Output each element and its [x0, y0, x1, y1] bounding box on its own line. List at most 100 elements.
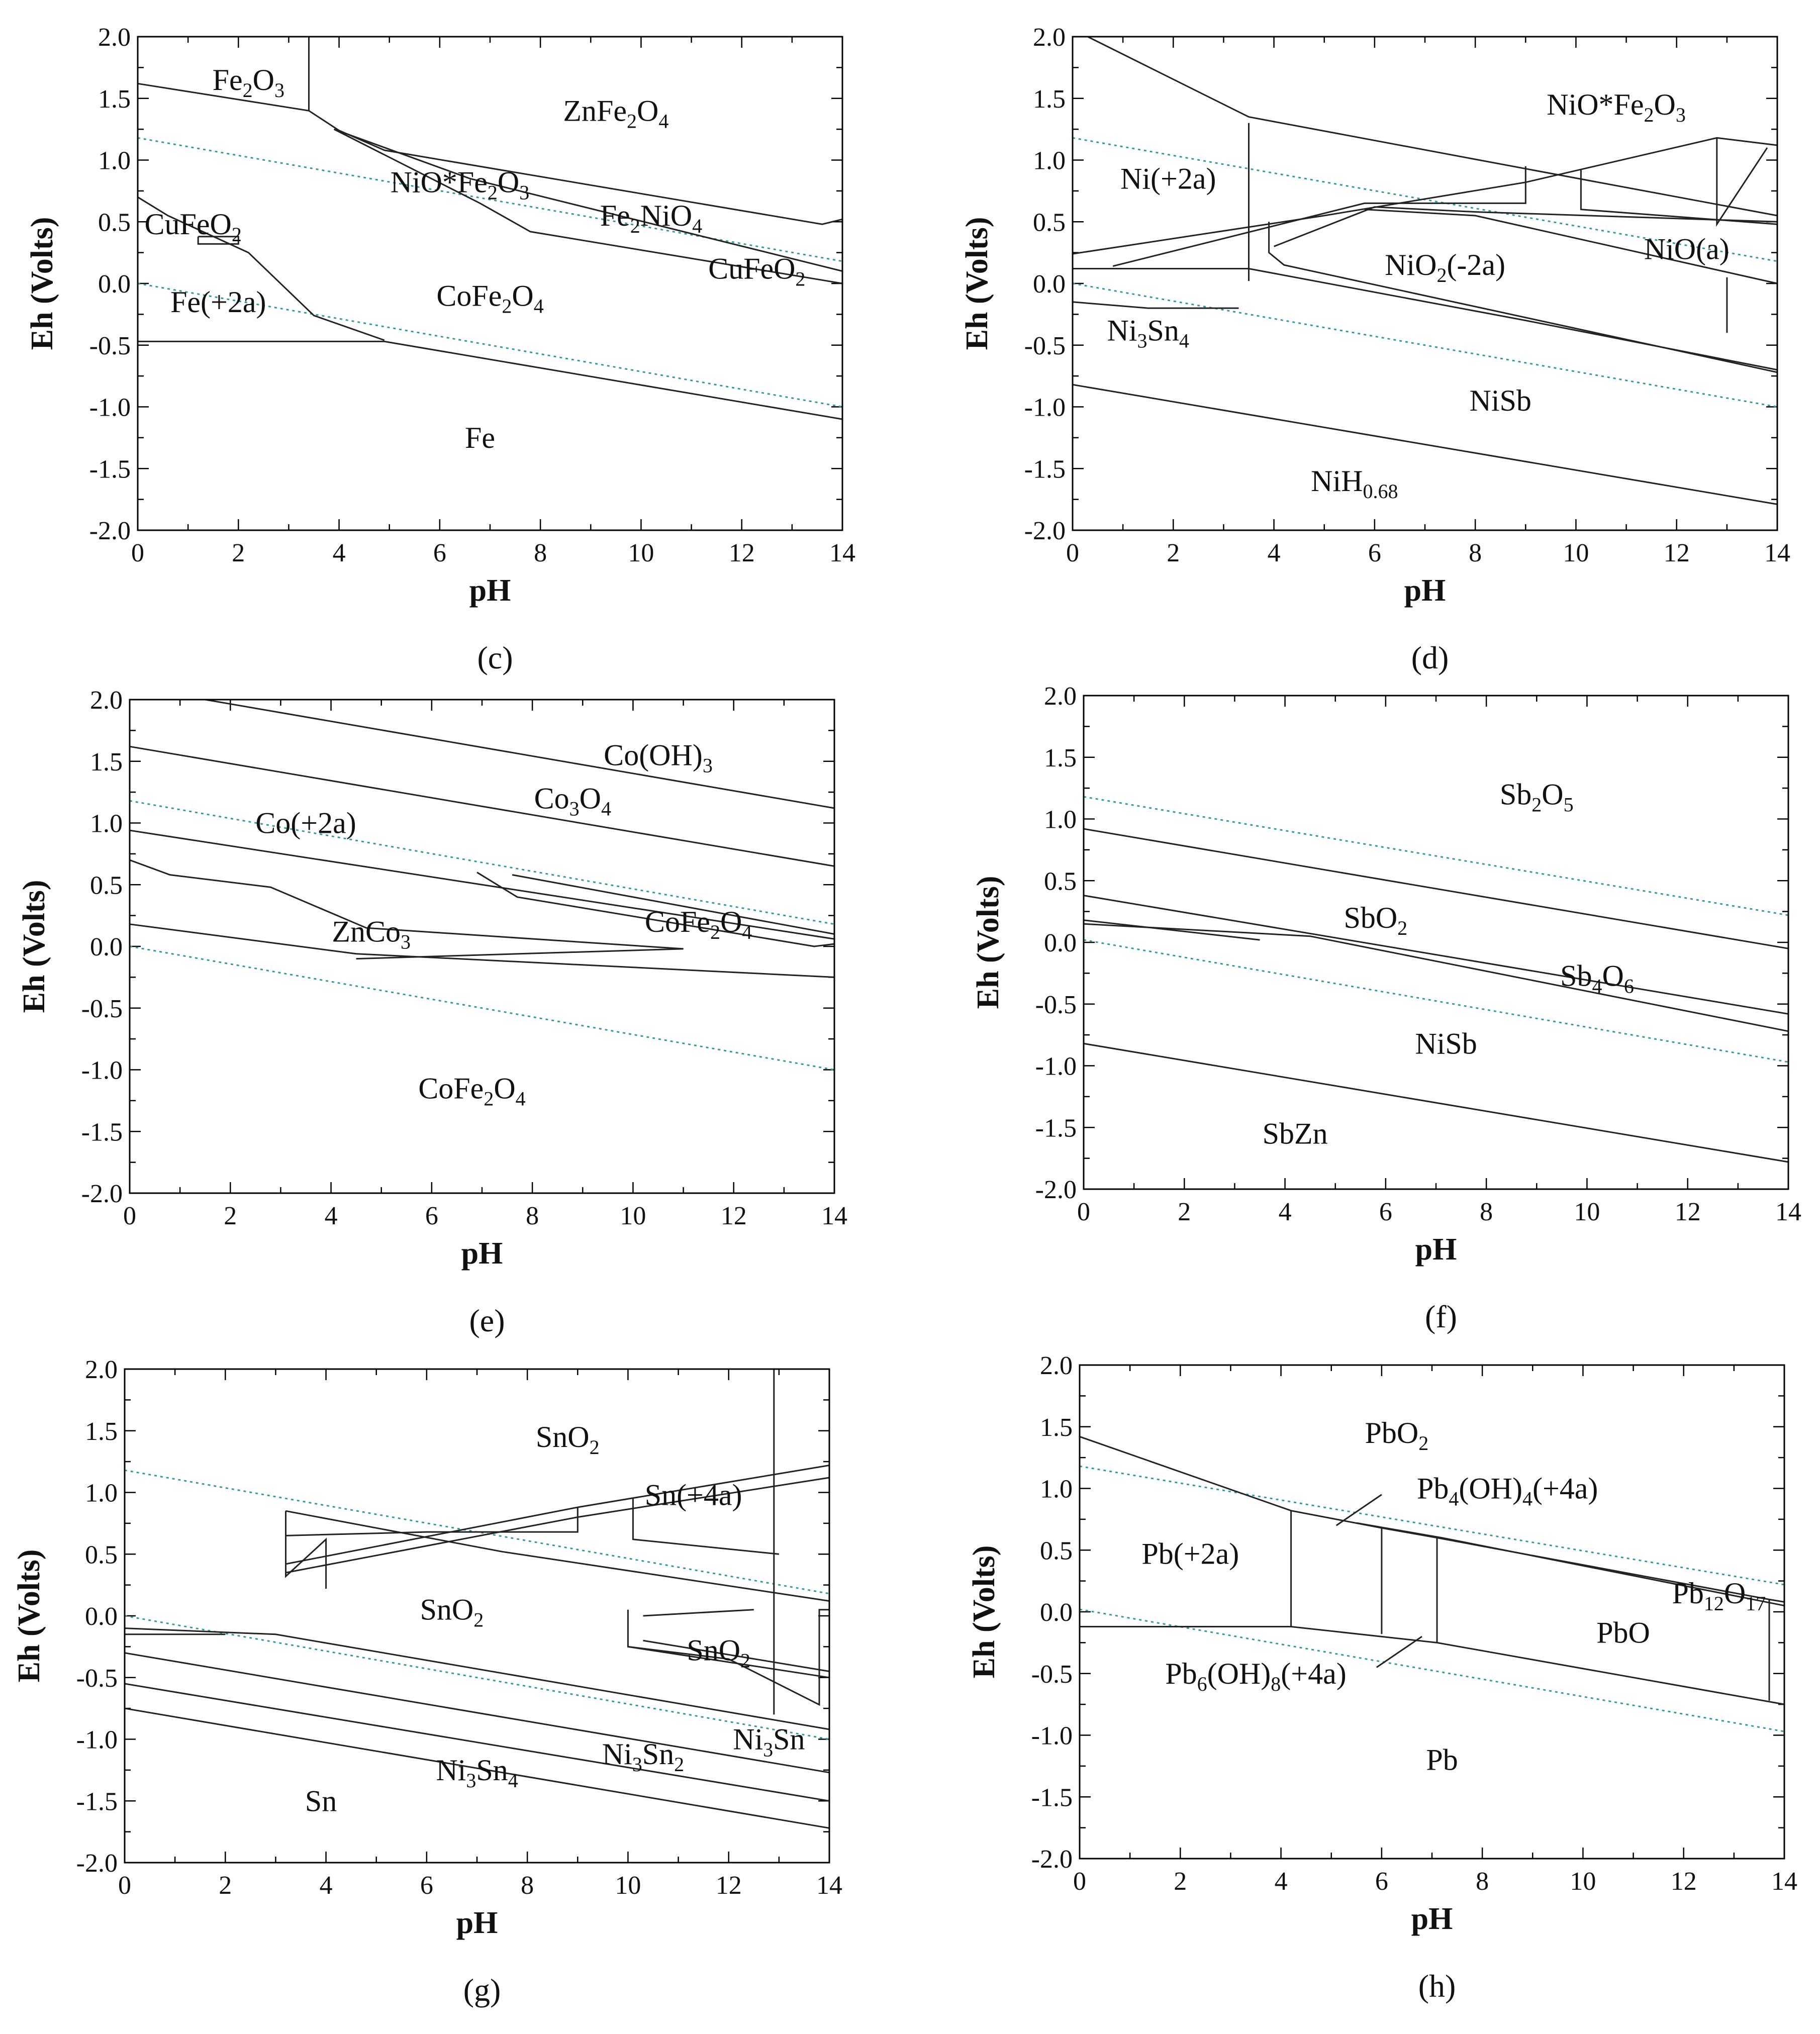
boundary-b15 — [124, 1707, 830, 1829]
label-part: Sn — [773, 1723, 805, 1756]
y-tick-label: 2.0 — [1040, 1351, 1073, 1380]
x-tick-label: 4 — [333, 539, 346, 567]
y-tick-label: 1.5 — [1040, 1413, 1073, 1442]
water-stability-line — [1079, 1608, 1785, 1732]
x-tick-label: 8 — [1476, 1867, 1489, 1896]
subscript: 3 — [763, 1738, 773, 1761]
boundary-b7 — [197, 236, 239, 245]
x-axis-title: pH — [456, 1906, 498, 1940]
x-axis-title: pH — [1404, 573, 1446, 608]
subscript: 4 — [1449, 1488, 1459, 1510]
y-tick-label: -0.5 — [1035, 991, 1077, 1019]
label-part: Fe — [213, 63, 243, 96]
water-stability-line — [129, 945, 835, 1071]
y-tick-label: 0.5 — [1033, 208, 1066, 237]
x-tick-label: 0 — [123, 1202, 136, 1230]
label-part: PbO — [1596, 1616, 1650, 1650]
boundary-b6 — [356, 948, 684, 960]
x-tick-label: 8 — [1469, 539, 1482, 567]
y-tick-label: -1.0 — [1024, 394, 1066, 422]
y-axis-title: Eh (Volts) — [17, 880, 51, 1013]
region-label: NiO*Fe2O3 — [1547, 88, 1686, 126]
boundary-b2 — [285, 1510, 830, 1602]
subscript: 4 — [742, 921, 752, 943]
label-part: O — [720, 905, 742, 938]
subscript: 2 — [243, 79, 253, 102]
y-axis-title: Eh (Volts) — [971, 876, 1005, 1009]
label-part: O — [494, 1072, 515, 1105]
label-part: O — [1654, 88, 1676, 121]
boundary-b1 — [1083, 828, 1789, 949]
x-tick-label: 12 — [1671, 1867, 1697, 1896]
y-tick-label: -2.0 — [89, 517, 131, 545]
y-tick-label: 2.0 — [98, 23, 131, 52]
subscript: 4 — [658, 110, 668, 132]
panel-label: (f) — [1425, 1299, 1457, 1334]
region-label: Co3O4 — [534, 782, 611, 820]
label-part: SnO — [420, 1593, 474, 1626]
label-part: Sb — [1500, 778, 1531, 811]
label-part: Sn(+4a) — [645, 1478, 742, 1511]
panel-g: 0 2 4 6 8 10 12 14 2.0 1.5 1.0 0.5 0.0 -0.5 -1.0 -1.5 -2… — [12, 1355, 842, 2008]
y-tick-label: 0.0 — [1033, 270, 1066, 299]
y-tick-label: -0.5 — [1024, 332, 1066, 360]
water-stability-line — [137, 137, 843, 262]
label-part: O — [1724, 1577, 1746, 1610]
subscript: 2 — [674, 1753, 684, 1776]
subscript: 3 — [466, 1769, 476, 1792]
subscript: 12 — [1704, 1592, 1724, 1615]
boundary-b11 — [643, 1609, 754, 1617]
subscript: 3 — [1137, 329, 1147, 352]
boundary-b4 — [285, 1465, 830, 1565]
label-part: SbZn — [1263, 1117, 1328, 1150]
label-part: CoFe — [436, 279, 502, 313]
subscript: 4 — [534, 295, 544, 318]
region-label: Pb12O17 — [1672, 1577, 1766, 1615]
label-part: Sn — [1147, 314, 1179, 347]
water-stability-line — [1083, 939, 1789, 1063]
label-part: Ni — [436, 1754, 466, 1787]
panel-label: (g) — [463, 1972, 501, 2008]
x-tick-label: 6 — [1375, 1867, 1388, 1896]
panel-label: (d) — [1411, 640, 1449, 675]
label-part: CoFe — [418, 1072, 484, 1105]
region-label: Fe(+2a) — [170, 285, 266, 319]
label-part: NiSb — [1470, 384, 1531, 417]
subscript: 2 — [1397, 917, 1407, 939]
water-stability-line — [137, 282, 843, 408]
region-label: CoFe2O4 — [418, 1072, 525, 1110]
boundary-b3 — [129, 829, 835, 940]
y-tick-label: -2.0 — [1031, 1845, 1073, 1874]
subscript: 2 — [473, 1609, 484, 1631]
region-label: SnO2 — [687, 1634, 750, 1672]
y-tick-label: -1.0 — [76, 1726, 118, 1755]
region-label: Pb4(OH)4(+4a) — [1417, 1472, 1598, 1510]
x-tick-label: 8 — [1480, 1198, 1493, 1226]
boundary-b3 — [1083, 923, 1789, 1032]
subscript: 2 — [630, 215, 640, 237]
x-tick-label: 6 — [1368, 539, 1381, 567]
label-part: O — [498, 166, 519, 199]
y-tick-label: 0.0 — [1040, 1598, 1073, 1627]
subscript: 3 — [1676, 104, 1686, 126]
y-tick-label: -1.0 — [89, 394, 131, 422]
region-label: CuFeO2 — [144, 208, 241, 246]
y-tick-label: 0.5 — [85, 1540, 118, 1569]
boundary-b13 — [124, 1652, 830, 1774]
label-part: Co(OH) — [604, 738, 703, 771]
x-tick-label: 6 — [425, 1202, 438, 1230]
region-label: Sb4O6 — [1560, 959, 1634, 997]
region-label: Sn — [305, 1784, 337, 1817]
subscript: 2 — [590, 1436, 600, 1459]
subscript: 17 — [1746, 1592, 1766, 1615]
y-tick-label: 1.0 — [1040, 1475, 1073, 1504]
x-tick-label: 8 — [521, 1871, 534, 1900]
x-axis-title: pH — [461, 1236, 503, 1271]
y-tick-label: 1.5 — [85, 1417, 118, 1446]
label-part: Pb — [1672, 1577, 1703, 1610]
label-part: NiO*Fe — [1547, 88, 1644, 121]
label-part: Ni — [602, 1737, 632, 1771]
label-part: Ni — [1107, 314, 1137, 347]
x-tick-label: 14 — [829, 539, 855, 567]
